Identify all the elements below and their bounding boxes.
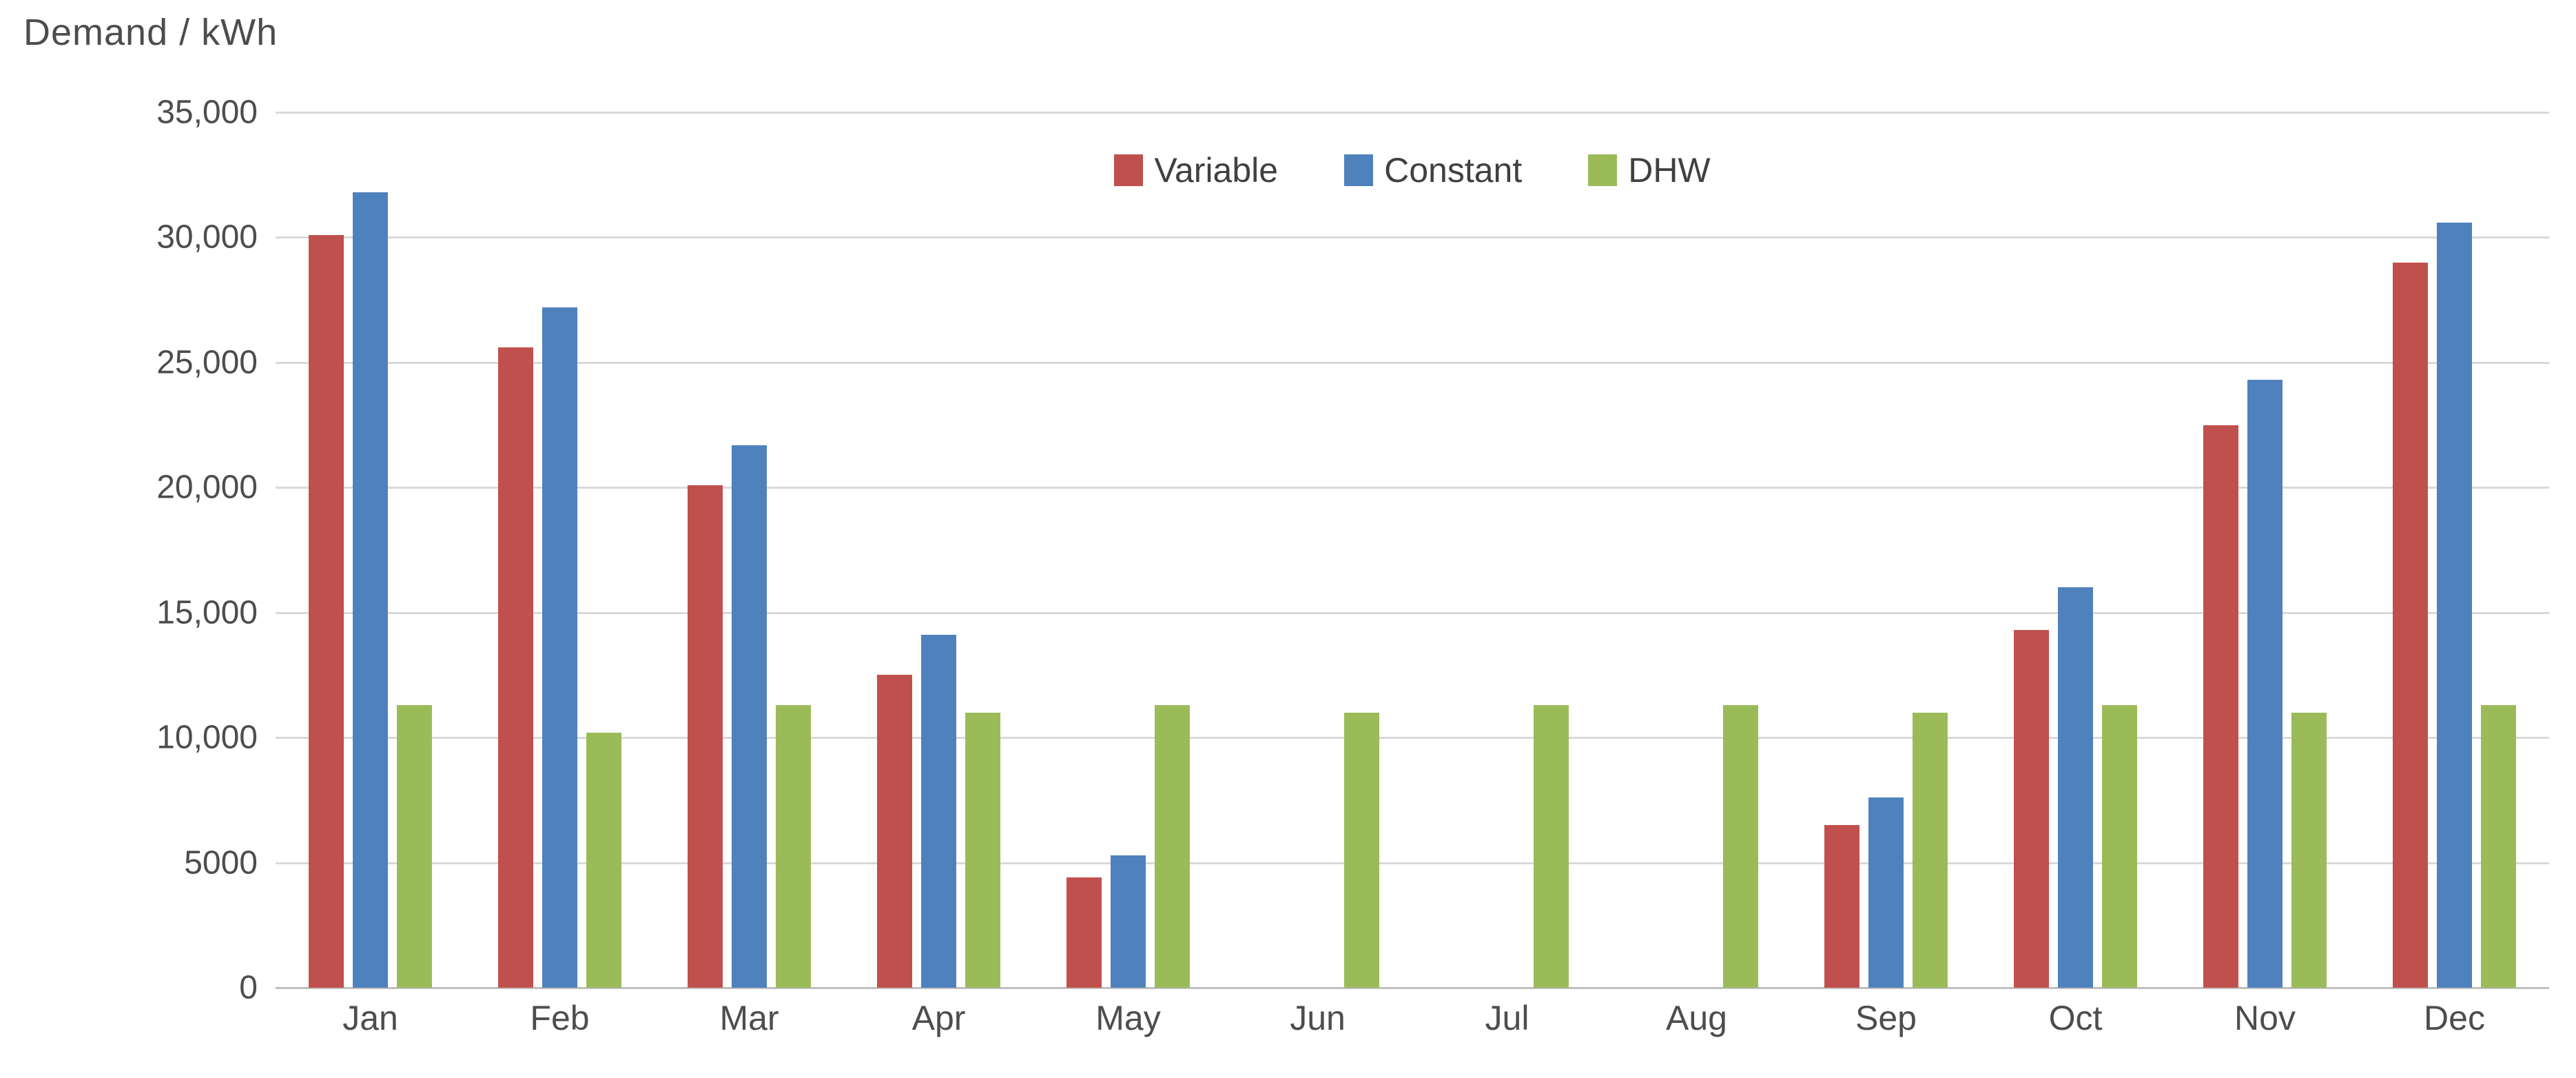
- x-label-feb: Feb: [530, 999, 590, 1037]
- x-label-nov: Nov: [2234, 999, 2296, 1037]
- bar-variable-feb: [498, 347, 533, 988]
- y-tick-label: 35,000: [156, 94, 258, 131]
- bars-aug: [1602, 112, 1791, 988]
- x-label-oct: Oct: [2048, 999, 2103, 1037]
- bar-constant-dec: [2437, 222, 2472, 988]
- bar-group-jan: [276, 112, 465, 988]
- bar-constant-apr: [921, 635, 956, 988]
- bar-variable-apr: [877, 675, 912, 988]
- bar-constant-feb: [542, 307, 577, 988]
- x-label-sep: Sep: [1855, 999, 1917, 1037]
- y-tick-label: 20,000: [156, 469, 258, 506]
- bars-jul: [1412, 112, 1602, 988]
- x-axis-line: [276, 987, 2549, 989]
- bar-dhw-sep: [1913, 712, 1948, 988]
- legend-swatch-dhw: [1588, 154, 1618, 186]
- bars-oct: [1981, 112, 2170, 988]
- bar-group-dec: [2360, 112, 2549, 988]
- gridline: [276, 737, 2549, 740]
- bar-group-aug: [1602, 112, 1791, 988]
- bars-apr: [844, 112, 1033, 988]
- x-label-dec: Dec: [2424, 999, 2485, 1037]
- bar-dhw-jun: [1344, 712, 1379, 988]
- gridline: [276, 236, 2549, 239]
- bar-group-oct: [1981, 112, 2170, 988]
- x-label-aug: Aug: [1666, 999, 1727, 1037]
- plot-area: Variable Constant DHW: [276, 112, 2549, 989]
- y-tick-label: 30,000: [156, 218, 258, 256]
- gridline: [276, 611, 2549, 614]
- bar-dhw-mar: [776, 704, 811, 988]
- gridline: [276, 487, 2549, 489]
- x-label-mar: Mar: [719, 999, 779, 1037]
- bar-dhw-apr: [965, 712, 1000, 988]
- x-label-jul: Jul: [1485, 999, 1529, 1037]
- bar-variable-nov: [2203, 425, 2238, 988]
- x-axis-labels: Jan Feb Mar Apr May Jun Jul Aug Sep Oct Nov Dec: [276, 998, 2549, 1053]
- y-tick-label: 0: [239, 969, 258, 1006]
- bar-constant-may: [1111, 855, 1146, 988]
- gridline: [276, 112, 2549, 114]
- bars-jan: [276, 112, 465, 988]
- x-label-jan: Jan: [342, 999, 398, 1037]
- bar-group-jul: [1412, 112, 1602, 988]
- legend-item-dhw: DHW: [1588, 150, 1711, 190]
- bar-group-apr: [844, 112, 1033, 988]
- bar-group-jun: [1223, 112, 1412, 988]
- bar-variable-mar: [688, 485, 723, 988]
- bar-groups: [276, 112, 2549, 988]
- bar-variable-oct: [2014, 630, 2049, 988]
- legend: Variable Constant DHW: [276, 150, 2549, 190]
- bar-constant-jan: [353, 192, 388, 988]
- y-tick-label: 15,000: [156, 594, 258, 631]
- bar-group-may: [1033, 112, 1223, 988]
- bar-dhw-jul: [1534, 704, 1569, 988]
- bar-dhw-oct: [2102, 704, 2137, 988]
- x-label-may: May: [1095, 999, 1161, 1037]
- bar-variable-dec: [2393, 262, 2428, 988]
- bar-variable-may: [1067, 877, 1102, 988]
- bar-dhw-aug: [1723, 704, 1758, 988]
- bar-dhw-may: [1155, 704, 1190, 988]
- legend-item-variable: Variable: [1114, 150, 1278, 190]
- y-tick-label: 5000: [184, 844, 258, 882]
- x-label-apr: Apr: [911, 999, 966, 1037]
- bar-variable-sep: [1824, 825, 1859, 988]
- bar-constant-oct: [2058, 587, 2093, 988]
- x-label-jun: Jun: [1290, 999, 1346, 1037]
- y-tick-label: 25,000: [156, 344, 258, 381]
- bar-dhw-feb: [586, 732, 621, 988]
- y-axis-title: Demand / kWh: [23, 12, 278, 53]
- gridline: [276, 862, 2549, 864]
- bar-group-nov: [2170, 112, 2360, 988]
- bars-dec: [2360, 112, 2549, 988]
- legend-item-constant: Constant: [1344, 150, 1522, 190]
- bar-group-sep: [1791, 112, 1981, 988]
- y-axis-tick-labels: 35,000 30,000 25,000 20,000 15,000 10,000 5000…: [0, 94, 263, 1006]
- legend-label: Constant: [1384, 151, 1523, 190]
- bars-jun: [1223, 112, 1412, 988]
- bars-may: [1033, 112, 1223, 988]
- bars-nov: [2170, 112, 2360, 988]
- bar-dhw-nov: [2291, 712, 2327, 988]
- bar-group-mar: [655, 112, 844, 988]
- bar-constant-sep: [1868, 797, 1904, 988]
- legend-swatch-variable: [1114, 154, 1144, 186]
- bar-variable-jan: [309, 234, 344, 988]
- bar-constant-nov: [2247, 380, 2283, 988]
- bars-sep: [1791, 112, 1981, 988]
- y-tick-label: 10,000: [156, 719, 258, 756]
- bar-dhw-jan: [397, 704, 432, 988]
- bars-feb: [465, 112, 655, 988]
- bars-mar: [655, 112, 844, 988]
- bar-group-feb: [465, 112, 655, 988]
- bar-dhw-dec: [2481, 704, 2516, 988]
- legend-label: DHW: [1628, 151, 1711, 190]
- legend-swatch-constant: [1344, 154, 1374, 186]
- bar-constant-mar: [732, 445, 767, 988]
- gridline: [276, 361, 2549, 364]
- legend-label: Variable: [1154, 151, 1279, 190]
